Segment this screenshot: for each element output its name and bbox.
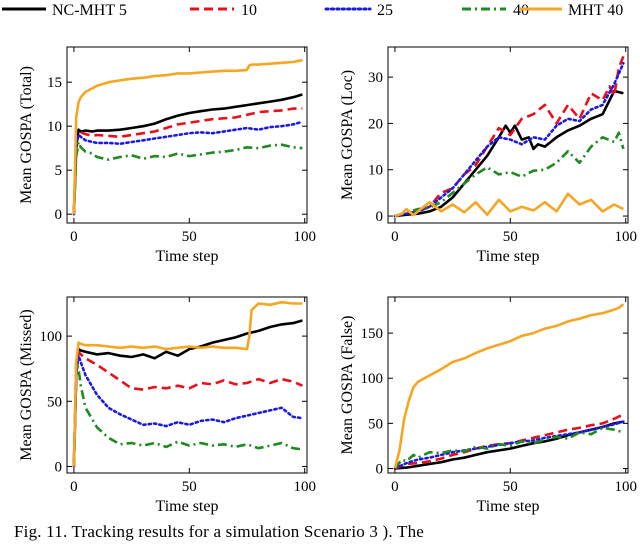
series-line-5 [393, 303, 625, 469]
x-tick-label: 50 [503, 479, 518, 495]
y-tick-label: 100 [40, 329, 63, 345]
legend-item-1: NC-MHT 5 [2, 2, 127, 19]
x-tick-label: 100 [293, 479, 316, 495]
series-line-1 [394, 89, 624, 218]
y-tick-label: 50 [368, 416, 383, 432]
y-axis-label: Mean GOSPA (Missed) [18, 309, 35, 460]
series-line-4 [72, 140, 303, 215]
legend: NC-MHT 5 10 25 40 MHT 40 [2, 2, 623, 19]
y-tick-label: 30 [368, 70, 383, 86]
series-line-2 [72, 107, 303, 215]
x-axis-label: Time step [156, 248, 219, 265]
axes-frame [387, 46, 629, 224]
x-tick-label: 50 [182, 479, 197, 495]
x-tick-label: 100 [614, 479, 637, 495]
series-line-2 [394, 55, 625, 218]
y-tick-label: 0 [376, 209, 384, 225]
chart-panel-3: 0 50 100 0 50 100 Time step Mean GOSPA (Missed) [18, 296, 316, 515]
series-line-5 [72, 58, 303, 215]
x-axis-label: Time step [156, 498, 219, 515]
legend-item-5: MHT 40 [520, 2, 623, 19]
series-line-2 [72, 350, 303, 467]
chart-panel-1: 0 50 100 0 5 10 15 Time step Mean GOSPA (Total) [18, 46, 316, 265]
series-line-2 [394, 413, 624, 470]
x-tick-label: 0 [70, 479, 78, 495]
legend-item-4: 40 [462, 2, 529, 19]
series-line-3 [72, 354, 304, 468]
series-line-5 [394, 192, 624, 218]
legend-label: 10 [241, 2, 257, 19]
x-tick-label: 0 [391, 479, 399, 495]
x-tick-label: 100 [293, 229, 316, 245]
axes-frame [387, 296, 629, 474]
y-tick-label: 10 [368, 163, 383, 179]
x-axis-label: Time step [477, 248, 540, 265]
x-tick-label: 0 [70, 229, 78, 245]
y-tick-label: 150 [361, 326, 384, 342]
y-tick-label: 0 [55, 207, 63, 223]
y-axis-label: Mean GOSPA (Total) [18, 66, 35, 204]
legend-label: MHT 40 [568, 2, 623, 19]
series-line-1 [72, 319, 303, 467]
y-axis-label: Mean GOSPA (False) [339, 316, 356, 455]
y-tick-label: 10 [47, 119, 62, 135]
x-axis-label: Time step [477, 498, 540, 515]
x-tick-label: 50 [182, 229, 197, 245]
y-axis-label: Mean GOSPA (Loc) [339, 70, 356, 200]
series-line-1 [72, 93, 303, 215]
series-line-3 [393, 61, 625, 218]
y-tick-label: 0 [376, 461, 384, 477]
chart-panel-2: 0 50 100 0 10 20 30 Time step Mean GOSPA (Loc) [339, 46, 637, 265]
legend-label: 25 [377, 2, 393, 19]
y-tick-label: 20 [368, 116, 383, 132]
chart-panel-4: 0 50 100 0 50 100 150 Time step Mean GOSPA (Fals… [339, 296, 637, 515]
legend-label: NC-MHT 5 [52, 2, 127, 19]
series-line-4 [394, 131, 625, 218]
y-tick-label: 50 [47, 394, 62, 410]
legend-item-2: 10 [190, 2, 257, 19]
x-tick-label: 0 [391, 229, 399, 245]
series-line-3 [72, 120, 304, 216]
series-line-4 [393, 426, 624, 470]
y-tick-label: 100 [361, 371, 384, 387]
x-tick-label: 50 [503, 229, 518, 245]
series-line-4 [72, 360, 303, 467]
y-tick-label: 15 [47, 75, 62, 91]
legend-item-3: 25 [324, 2, 393, 19]
axes-frame [66, 46, 308, 224]
axes-frame [66, 296, 308, 474]
y-tick-label: 5 [55, 163, 63, 179]
x-tick-label: 100 [614, 229, 637, 245]
series-line-5 [72, 300, 303, 467]
series-line-3 [393, 420, 625, 470]
figure-caption: Fig. 11. Tracking results for a simulati… [14, 522, 425, 541]
y-tick-label: 0 [55, 459, 63, 475]
